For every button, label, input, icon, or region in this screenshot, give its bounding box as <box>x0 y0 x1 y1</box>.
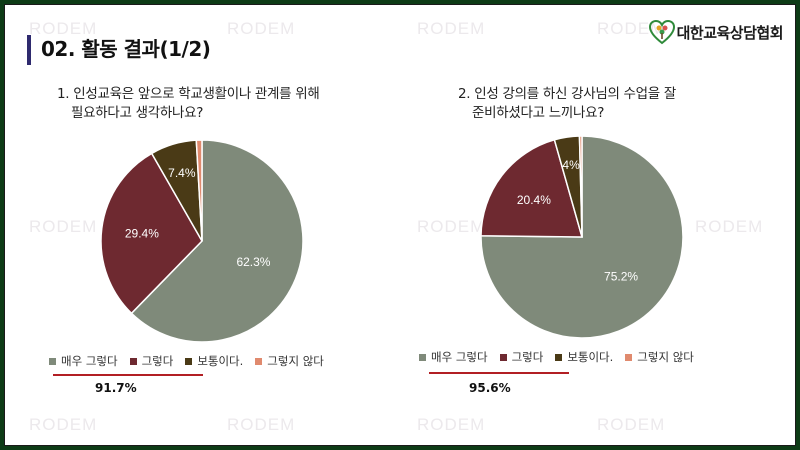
pie-chart-2: 75.2% 20.4% 4% <box>480 135 684 339</box>
pie-label-3: 7.4% <box>168 166 196 180</box>
pie-label-2: 20.4% <box>517 193 551 207</box>
page-title: 02. 활동 결과(1/2) <box>41 37 211 61</box>
pie-slice-4 <box>578 135 583 238</box>
legend-swatch <box>129 357 137 365</box>
question-2-line2: 준비하셨다고 느끼나요? <box>472 105 605 121</box>
legend-swatch <box>185 357 193 365</box>
legend-item-1: 매우 그렇다 <box>419 349 488 365</box>
legend-item-4: 그렇지 않다 <box>625 349 694 365</box>
slide: RODEM RODEM RODEM RODEM RODEM RODEM RODEM RODEM… <box>4 4 796 446</box>
pie-label-3: 4% <box>562 158 580 172</box>
legend-label: 그렇다 <box>511 350 544 364</box>
legend-label: 매우 그렇다 <box>431 350 488 364</box>
pie-charts-canvas: 62.3% 29.4% 7.4% 75.2% 20.4% 4% <box>100 135 684 343</box>
legend-label: 그렇지 않다 <box>637 350 694 364</box>
pie-slice-1 <box>130 139 304 343</box>
legend-item-2: 그렇다 <box>129 353 174 369</box>
legend-chart-2: 매우 그렇다 그렇다 보통이다. 그렇지 않다 <box>419 349 694 365</box>
legend-item-3: 보통이다. <box>555 349 613 365</box>
agree-total-2: 95.6% <box>469 381 511 395</box>
logo-text: 대한교육상담협회 <box>676 23 784 42</box>
legend-item-4: 그렇지 않다 <box>255 353 324 369</box>
question-1-line2: 필요하다고 생각하나요? <box>71 105 204 121</box>
agree-underline-2 <box>429 372 569 374</box>
question-2: 2. 인성 강의를 하신 강사님의 수업을 잘 준비하셨다고 느끼나요? <box>458 85 676 123</box>
legend-label: 보통이다. <box>567 350 614 364</box>
question-2-line1: 2. 인성 강의를 하신 강사님의 수업을 잘 <box>458 86 677 102</box>
legend-label: 보통이다. <box>197 354 244 368</box>
agree-underline-1 <box>53 374 203 376</box>
legend-item-2: 그렇다 <box>499 349 544 365</box>
pie-label-1: 75.2% <box>604 270 638 284</box>
legend-swatch <box>625 353 633 361</box>
legend-swatch <box>49 357 56 365</box>
legend-label: 그렇지 않다 <box>267 354 324 368</box>
pie-slice-2 <box>100 152 203 315</box>
question-1-line1: 1. 인성교육은 앞으로 학교생활이나 관계를 위해 <box>57 86 320 102</box>
legend-item-3: 보통이다. <box>185 353 243 369</box>
pie-label-2: 29.4% <box>125 226 159 240</box>
pie-slice-4 <box>195 139 203 242</box>
question-1: 1. 인성교육은 앞으로 학교생활이나 관계를 위해 필요하다고 생각하나요? <box>57 85 320 123</box>
legend-chart-1: 매우 그렇다 그렇다 보통이다. 그렇지 않다 <box>49 353 324 369</box>
legend-swatch <box>555 353 563 361</box>
legend-item-1: 매우 그렇다 <box>49 353 118 369</box>
title-accent-bar <box>27 35 31 65</box>
legend-swatch <box>499 353 507 361</box>
pie-label-1: 62.3% <box>236 255 270 269</box>
logo: 대한교육상담협회 <box>648 19 784 45</box>
pie-chart-1: 62.3% 29.4% 7.4% <box>100 139 304 343</box>
legend-swatch <box>419 353 426 361</box>
agree-total-1: 91.7% <box>95 381 137 395</box>
legend-swatch <box>255 357 263 365</box>
pie-slice-2 <box>480 138 583 238</box>
legend-label: 그렇다 <box>141 354 174 368</box>
legend-label: 매우 그렇다 <box>61 354 118 368</box>
tree-heart-icon <box>648 19 675 45</box>
